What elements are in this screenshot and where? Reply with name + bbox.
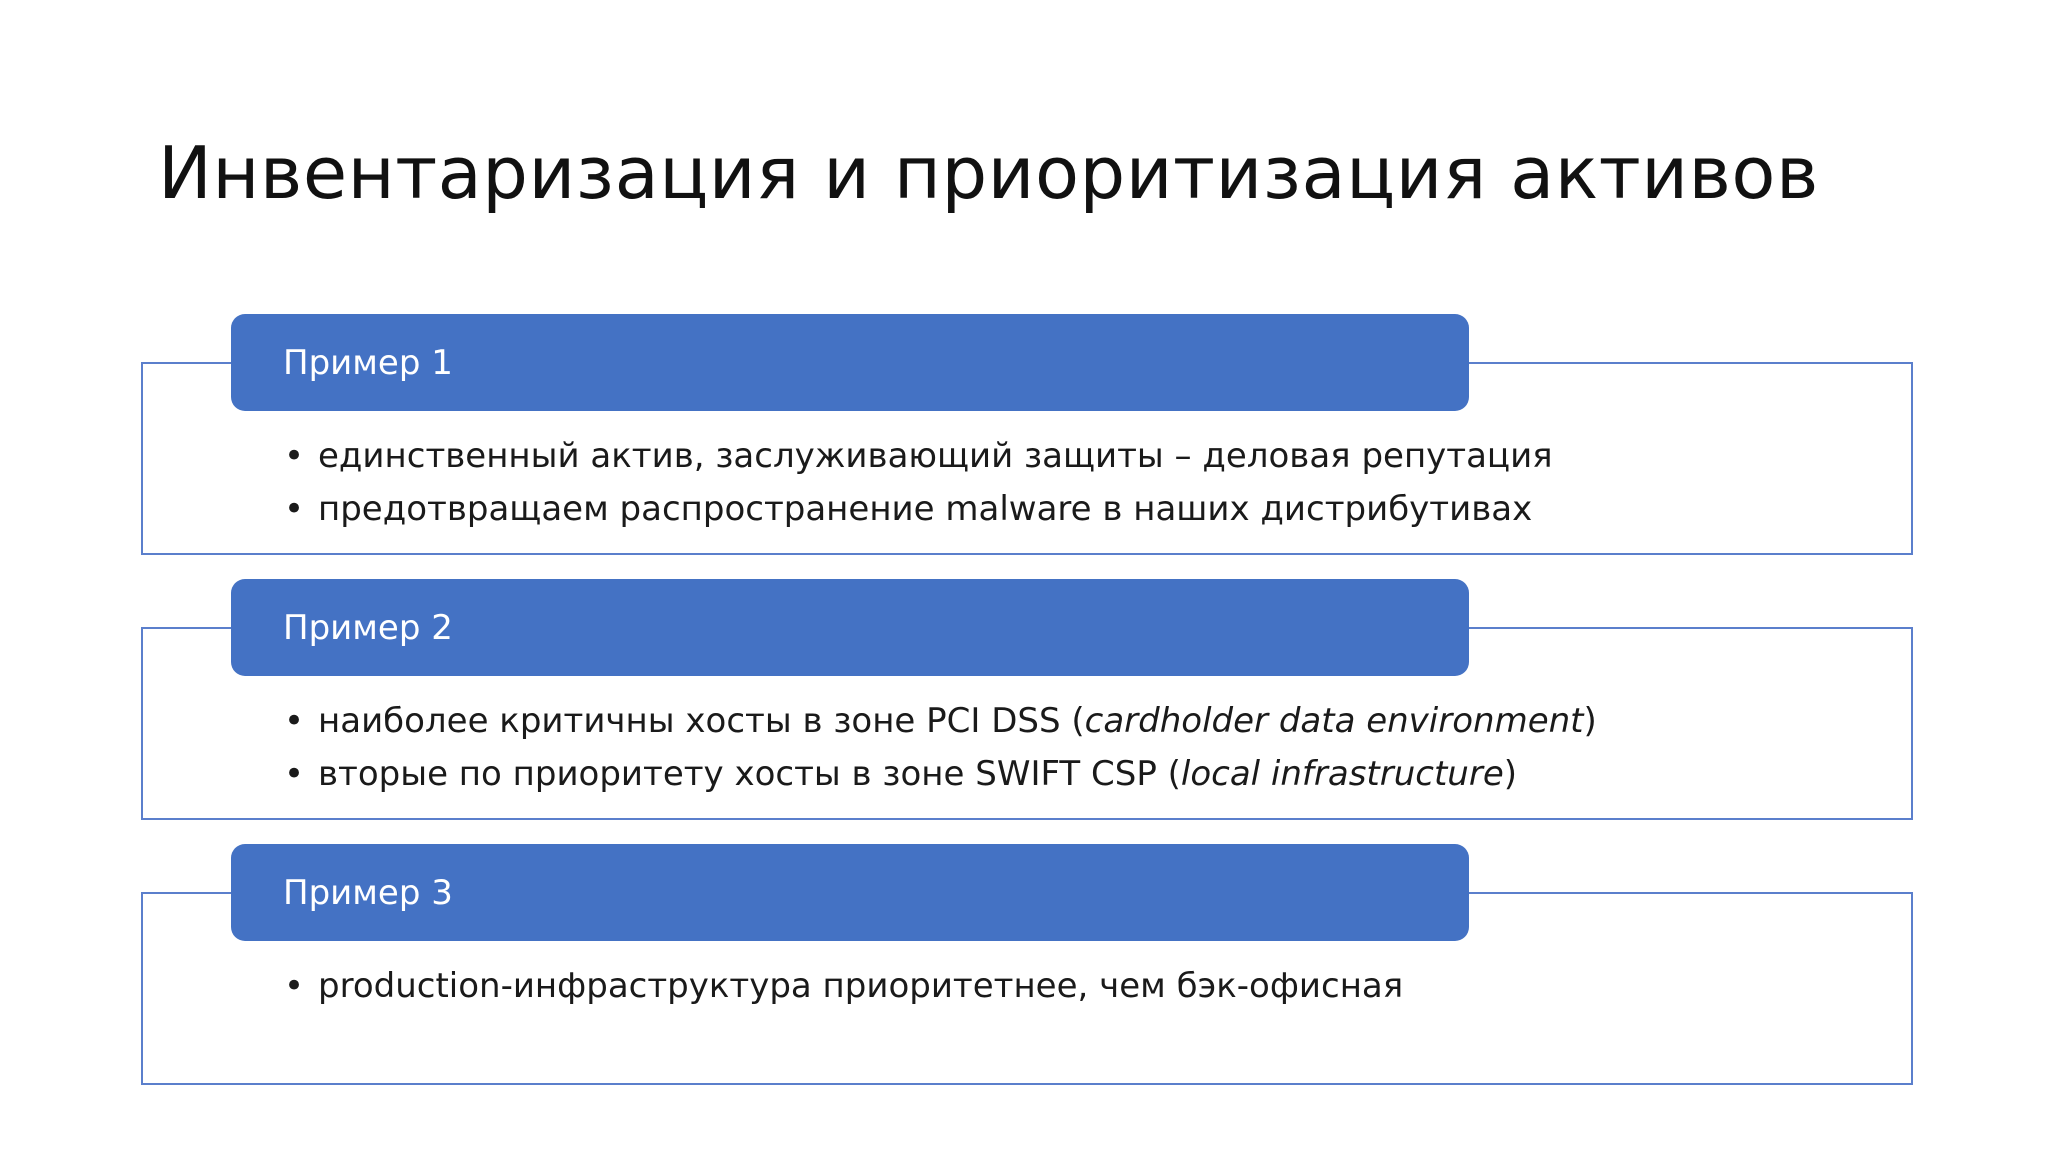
example-1-bullet-list: • единственный актив, заслуживающий защи… — [284, 430, 1553, 536]
example-1-header: Пример 1 — [231, 314, 1469, 411]
example-3-header-label: Пример 3 — [283, 872, 453, 913]
list-item-text-end: ) — [1583, 701, 1597, 741]
example-2-header: Пример 2 — [231, 579, 1469, 676]
example-3-header: Пример 3 — [231, 844, 1469, 941]
list-item-text-end: ) — [1503, 754, 1518, 794]
example-2-header-label: Пример 2 — [283, 607, 453, 648]
list-item-text: предотвращаем распространение malware в … — [318, 489, 1533, 529]
list-item-text: вторые по приоритету хосты в зоне SWIFT … — [318, 754, 1181, 794]
list-item: • единственный актив, заслуживающий защи… — [284, 430, 1553, 483]
example-1-header-label: Пример 1 — [283, 342, 453, 383]
bullet-icon: • — [284, 436, 305, 476]
list-item-text: наиболее критичны хосты в зоне PCI DSS ( — [318, 701, 1085, 741]
bullet-icon: • — [284, 701, 305, 741]
list-item-italic-text: cardholder data environment — [1084, 701, 1584, 741]
list-item-text: единственный актив, заслуживающий защиты… — [318, 436, 1553, 476]
example-2-bullet-list: • наиболее критичны хосты в зоне PCI DSS… — [284, 695, 1597, 801]
list-item-italic-text: local infrastructure — [1180, 754, 1504, 794]
slide-title: Инвентаризация и приоритизация активов — [158, 131, 1819, 215]
list-item: • предотвращаем распространение malware … — [284, 483, 1553, 536]
bullet-icon: • — [284, 489, 305, 529]
list-item: • наиболее критичны хосты в зоне PCI DSS… — [284, 695, 1597, 748]
list-item-text: production-инфраструктура приоритетнее, … — [318, 966, 1404, 1006]
bullet-icon: • — [284, 754, 305, 794]
example-3-bullet-list: • production-инфраструктура приоритетнее… — [284, 960, 1403, 1013]
list-item: • вторые по приоритету хосты в зоне SWIF… — [284, 748, 1597, 801]
list-item: • production-инфраструктура приоритетнее… — [284, 960, 1403, 1013]
bullet-icon: • — [284, 966, 305, 1006]
